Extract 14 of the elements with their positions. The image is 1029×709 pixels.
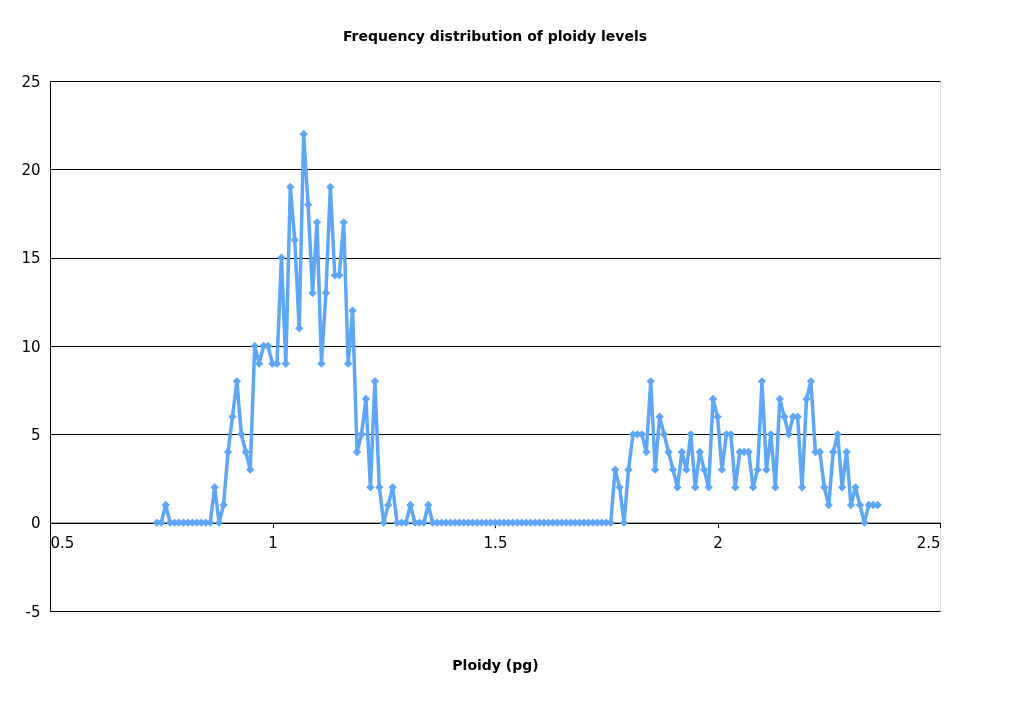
x-tick-label: 2: [713, 534, 723, 553]
x-tick-label: 2.5: [916, 534, 941, 553]
y-tick-label: 15: [21, 249, 41, 268]
x-tick-label: 0.5: [50, 534, 75, 553]
x-tick-label: 1: [268, 534, 278, 553]
x-axis-title: Ploidy (pg): [452, 657, 539, 674]
y-tick-label: 5: [30, 425, 41, 444]
y-tick-label: 10: [21, 337, 41, 356]
x-tick-label: 1.5: [483, 534, 508, 553]
y-tick-label: -5: [25, 602, 41, 621]
y-tick-label: 25: [21, 72, 41, 91]
y-tick-label: 0: [30, 514, 41, 533]
chart-title: Frequency distribution of ploidy levels: [342, 28, 648, 44]
y-tick-label: 20: [21, 160, 41, 179]
